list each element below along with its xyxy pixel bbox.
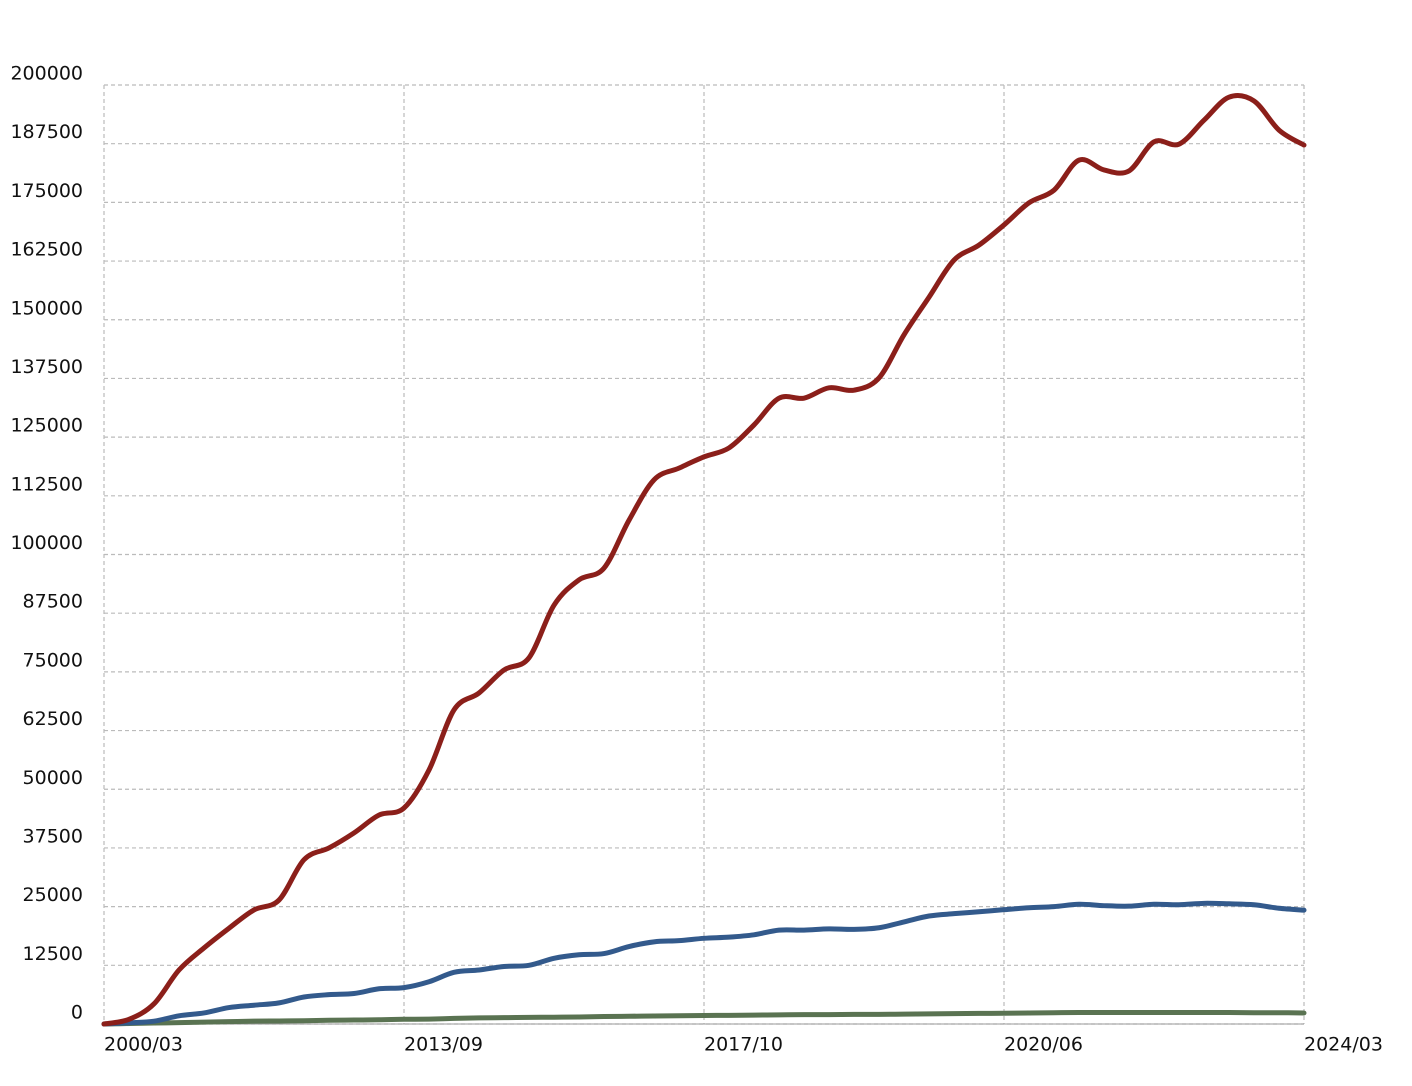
x-tick-label: 2017/10 bbox=[704, 1034, 783, 1056]
y-tick-label: 137500 bbox=[10, 356, 83, 378]
y-tick-label: 0 bbox=[71, 1002, 83, 1024]
y-tick-label: 87500 bbox=[23, 591, 83, 613]
series-line bbox=[101, 1009, 1307, 1027]
y-tick-label: 62500 bbox=[23, 708, 83, 730]
y-tick-label: 50000 bbox=[23, 767, 83, 789]
y-tick-label: 175000 bbox=[10, 180, 83, 202]
x-tick-label: 2000/03 bbox=[104, 1034, 183, 1056]
y-tick-label: 37500 bbox=[23, 825, 83, 847]
series-line bbox=[101, 900, 1307, 1027]
x-tick-label: 2020/06 bbox=[1004, 1034, 1083, 1056]
y-tick-label: 25000 bbox=[23, 884, 83, 906]
y-tick-label: 200000 bbox=[10, 63, 83, 85]
y-tick-label: 12500 bbox=[23, 943, 83, 965]
y-tick-label: 125000 bbox=[10, 415, 83, 437]
y-tick-label: 100000 bbox=[10, 532, 83, 554]
x-tick-label: 2024/03 bbox=[1304, 1034, 1383, 1056]
y-tick-label: 187500 bbox=[10, 121, 83, 143]
series-line bbox=[101, 93, 1307, 1027]
y-tick-label: 162500 bbox=[10, 239, 83, 261]
y-tick-label: 112500 bbox=[10, 473, 83, 495]
x-tick-label: 2013/09 bbox=[404, 1034, 483, 1056]
y-tick-label: 75000 bbox=[23, 649, 83, 671]
y-tick-label: 150000 bbox=[10, 297, 83, 319]
